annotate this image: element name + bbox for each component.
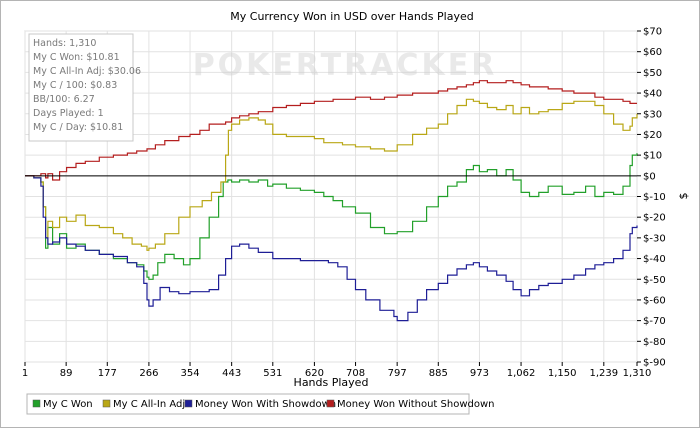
x-tick-label: 354 xyxy=(180,368,199,379)
legend-swatch-0 xyxy=(32,399,41,408)
x-tick-label: 177 xyxy=(98,368,117,379)
x-axis-ticks: 1 89 177 266 354 443 531 620 708 797 885 973 1,062 1,… xyxy=(22,362,652,379)
y-tick-label: $-30 xyxy=(643,233,666,244)
y-tick-label: $-70 xyxy=(643,316,666,327)
x-tick-label: 1,150 xyxy=(548,368,577,379)
legend-swatch-3 xyxy=(326,399,335,408)
stat-bb-per-100: BB/100: 6.27 xyxy=(33,94,95,105)
y-tick-label: $-80 xyxy=(643,337,666,348)
legend-border xyxy=(26,393,470,415)
legend-swatch-1 xyxy=(102,399,111,408)
y-tick-label: $0 xyxy=(643,171,656,182)
stat-days-played: Days Played: 1 xyxy=(33,108,104,119)
chart-title: My Currency Won in USD over Hands Played xyxy=(230,10,473,23)
y-tick-label: $60 xyxy=(643,47,662,58)
stat-my-c-won: My C Won: $10.81 xyxy=(33,52,120,63)
stats-box-border xyxy=(28,33,134,142)
y-tick-label: $-90 xyxy=(643,358,666,369)
x-tick-label: 973 xyxy=(470,368,489,379)
x-tick-label: 708 xyxy=(346,368,365,379)
x-tick-label: 1,062 xyxy=(507,368,536,379)
x-tick-label: 1,310 xyxy=(623,368,652,379)
series-line-3 xyxy=(25,80,637,181)
y-tick-label: $30 xyxy=(643,109,662,120)
y-tick-label: $-40 xyxy=(643,254,666,265)
x-tick-label: 266 xyxy=(139,368,158,379)
series-line-1 xyxy=(25,98,638,251)
legend-swatch-2 xyxy=(184,399,193,408)
y-tick-label: $40 xyxy=(643,89,662,100)
y-tick-label: $-60 xyxy=(643,295,666,306)
y-tick-label: $20 xyxy=(643,130,662,141)
y-tick-label: $-10 xyxy=(643,192,666,203)
stat-my-c-per-100: My C / 100: $0.83 xyxy=(33,80,117,91)
y-axis-label: $ xyxy=(677,193,690,200)
x-tick-label: 89 xyxy=(60,368,73,379)
stat-my-c-per-day: My C / Day: $10.81 xyxy=(33,122,123,133)
series-line-2 xyxy=(25,175,638,322)
x-tick-label: 885 xyxy=(429,368,448,379)
y-tick-label: $70 xyxy=(643,27,662,38)
legend-label-3: Money Won Without Showdown xyxy=(337,399,495,410)
y-tick-label: $50 xyxy=(643,68,662,79)
stats-box: Hands: 1,310 My C Won: $10.81 My C All-I… xyxy=(28,33,141,142)
legend-label-2: Money Won With Showdown xyxy=(195,399,336,410)
y-tick-label: $-50 xyxy=(643,275,666,286)
watermark: POKERTRACKER xyxy=(193,48,498,83)
legend: My C Won My C All-In Adj Money Won With Sh… xyxy=(26,393,495,415)
legend-label-1: My C All-In Adj xyxy=(113,399,185,410)
x-tick-label: 797 xyxy=(388,368,407,379)
x-tick-label: 1 xyxy=(22,368,28,379)
legend-label-0: My C Won xyxy=(43,399,93,410)
y-tick-label: $10 xyxy=(643,151,662,162)
y-tick-label: $-20 xyxy=(643,213,666,224)
x-axis-label: Hands Played xyxy=(294,376,369,389)
series-layer xyxy=(25,80,638,322)
stat-all-in-adj: My C All-In Adj: $30.06 xyxy=(33,66,141,77)
x-tick-label: 1,239 xyxy=(589,368,618,379)
x-tick-label: 443 xyxy=(222,368,241,379)
x-tick-label: 531 xyxy=(263,368,282,379)
x-tick-label: 620 xyxy=(305,368,324,379)
stat-hands: Hands: 1,310 xyxy=(33,38,96,49)
y-axis-ticks: $70 $60 $50 $40 $30 $20 $10 $0 $-10 $-20 $-30 $-40 $… xyxy=(637,27,666,369)
